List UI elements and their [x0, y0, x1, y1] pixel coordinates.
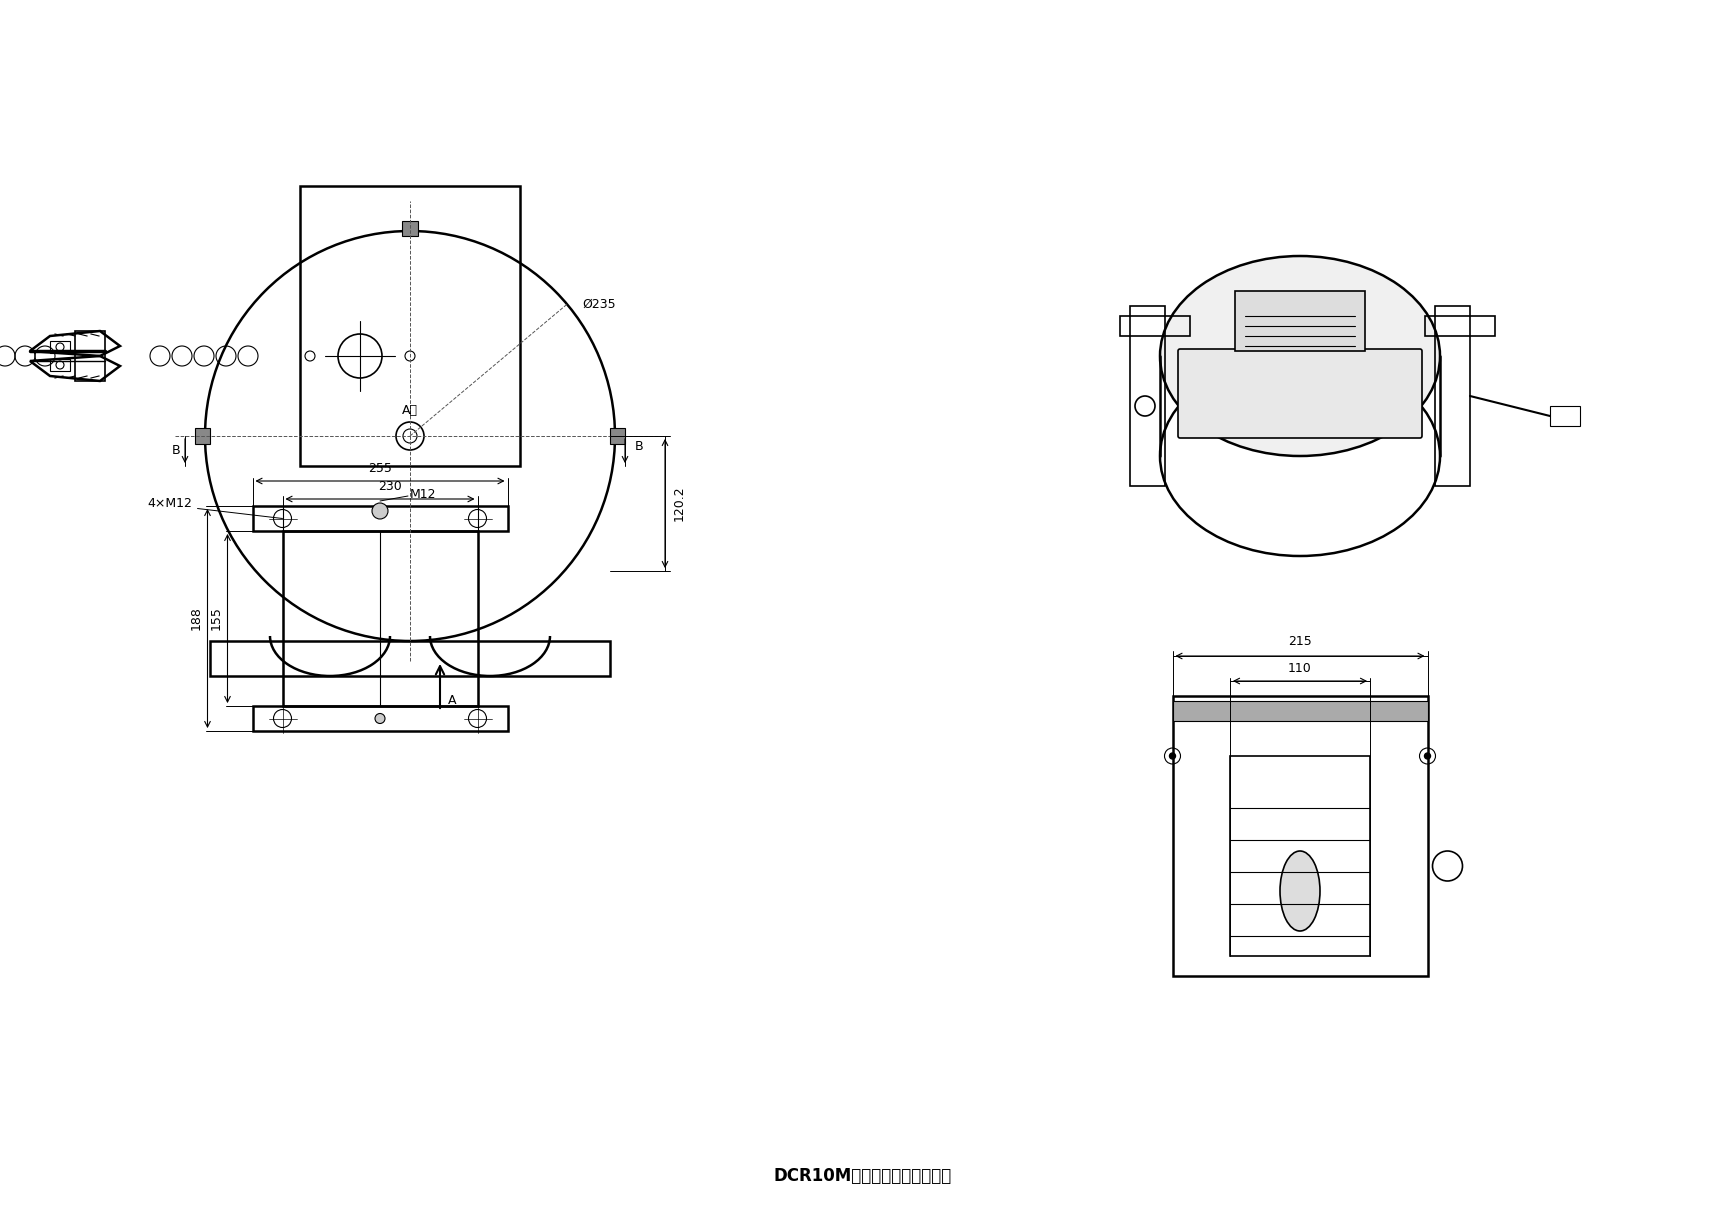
Text: 188: 188 [190, 607, 202, 631]
Bar [1434, 306, 1471, 486]
Ellipse shape [1281, 851, 1320, 931]
Bar [1550, 406, 1579, 426]
Circle shape [375, 714, 385, 724]
Bar [50, 359, 71, 371]
Text: Ø235: Ø235 [582, 298, 616, 311]
Bar [252, 706, 507, 731]
Bar [1231, 756, 1370, 956]
Circle shape [1424, 753, 1431, 759]
Bar [1172, 696, 1427, 976]
Ellipse shape [1160, 256, 1439, 456]
Bar [211, 642, 609, 677]
Bar [300, 186, 520, 466]
Bar [74, 330, 105, 381]
Circle shape [373, 503, 388, 519]
Text: 155: 155 [209, 607, 223, 631]
Bar [1120, 316, 1189, 336]
Bar [283, 531, 478, 706]
Text: 230: 230 [378, 480, 402, 493]
Bar [1236, 291, 1365, 351]
Text: 215: 215 [1288, 636, 1312, 648]
Bar [252, 507, 507, 531]
Bar [1172, 701, 1427, 721]
Text: 120.2: 120.2 [673, 486, 685, 521]
Text: DCR10M系列电缆卷筒安装尺寸: DCR10M系列电缆卷筒安装尺寸 [773, 1167, 953, 1185]
FancyBboxPatch shape [1179, 349, 1422, 438]
Bar [609, 428, 625, 444]
Text: M12: M12 [411, 487, 437, 500]
Bar [1131, 306, 1165, 486]
Bar [195, 428, 211, 444]
Text: 4×M12: 4×M12 [148, 497, 193, 510]
Text: A: A [449, 695, 456, 708]
Text: 255: 255 [368, 462, 392, 475]
Text: B: B [635, 439, 644, 452]
Bar [402, 221, 418, 236]
Circle shape [1170, 753, 1175, 759]
Bar [1426, 316, 1495, 336]
Text: B: B [171, 445, 180, 457]
Text: A向: A向 [402, 404, 418, 417]
Bar [50, 341, 71, 353]
Text: 110: 110 [1288, 662, 1312, 675]
